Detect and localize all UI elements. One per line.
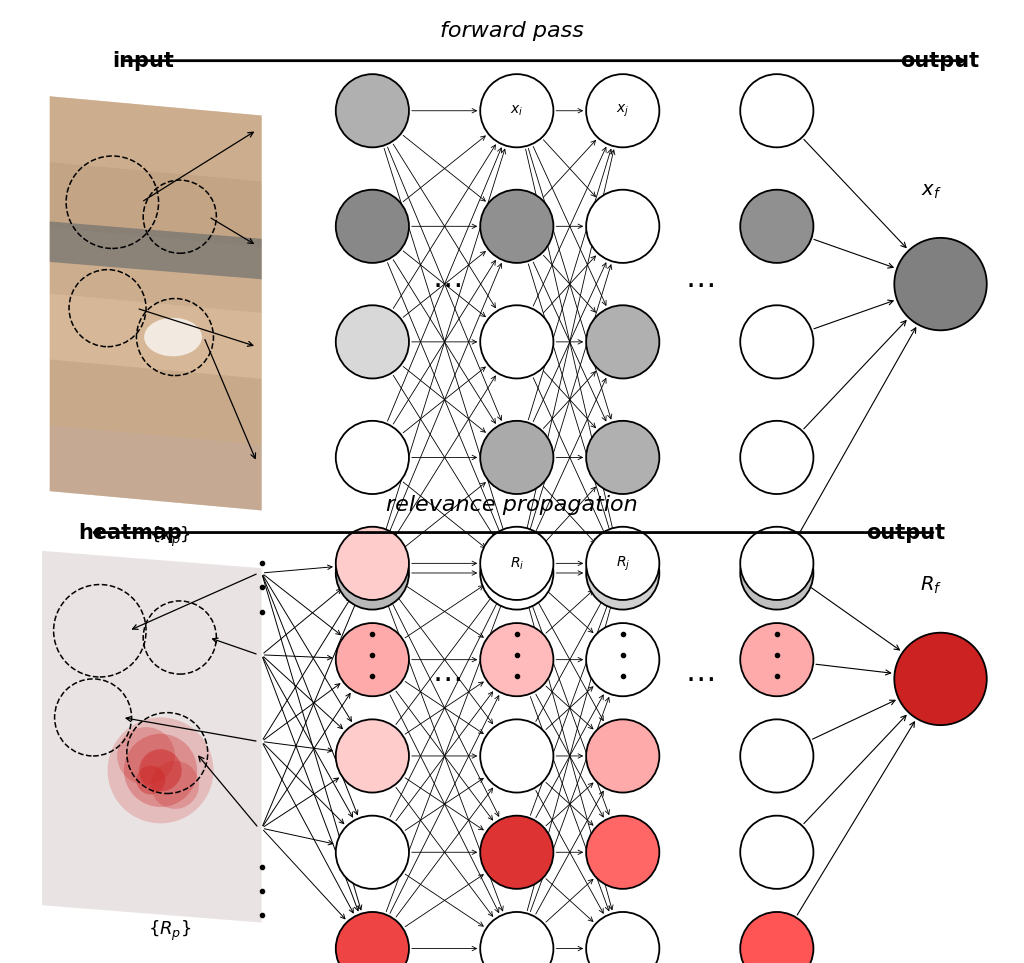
Text: $x_j$: $x_j$ — [616, 103, 630, 118]
Circle shape — [124, 734, 197, 807]
Circle shape — [108, 717, 213, 823]
Text: $\{x_p\}$: $\{x_p\}$ — [150, 525, 191, 550]
Text: $\cdots$: $\cdots$ — [685, 270, 714, 299]
Circle shape — [336, 816, 409, 889]
Circle shape — [586, 912, 659, 963]
Circle shape — [336, 421, 409, 494]
Polygon shape — [42, 551, 261, 923]
Circle shape — [586, 190, 659, 263]
Text: forward pass: forward pass — [440, 21, 584, 40]
Circle shape — [336, 912, 409, 963]
Circle shape — [336, 719, 409, 793]
Circle shape — [480, 305, 553, 378]
Circle shape — [740, 527, 813, 600]
Text: output: output — [866, 523, 945, 542]
Circle shape — [139, 749, 181, 792]
Text: $x_f$: $x_f$ — [921, 182, 941, 201]
Polygon shape — [50, 96, 261, 510]
Circle shape — [740, 623, 813, 696]
Text: $R_i$: $R_i$ — [510, 555, 524, 572]
Circle shape — [586, 536, 659, 610]
Circle shape — [336, 623, 409, 696]
Circle shape — [586, 816, 659, 889]
Text: relevance propagation: relevance propagation — [386, 495, 638, 514]
Circle shape — [740, 305, 813, 378]
Circle shape — [586, 74, 659, 147]
Polygon shape — [50, 162, 261, 247]
Polygon shape — [50, 228, 261, 313]
Circle shape — [336, 305, 409, 378]
Circle shape — [586, 719, 659, 793]
Circle shape — [480, 623, 553, 696]
Polygon shape — [50, 221, 261, 279]
Circle shape — [586, 421, 659, 494]
Circle shape — [117, 727, 175, 785]
Circle shape — [480, 912, 553, 963]
Circle shape — [480, 421, 553, 494]
Circle shape — [480, 190, 553, 263]
Text: $\{R_p\}$: $\{R_p\}$ — [148, 919, 191, 944]
Polygon shape — [50, 359, 261, 445]
Circle shape — [480, 816, 553, 889]
Circle shape — [740, 190, 813, 263]
Circle shape — [480, 527, 553, 600]
Circle shape — [740, 912, 813, 963]
Polygon shape — [50, 294, 261, 378]
Circle shape — [740, 74, 813, 147]
Circle shape — [586, 623, 659, 696]
Circle shape — [480, 74, 553, 147]
Circle shape — [894, 238, 987, 330]
Circle shape — [894, 633, 987, 725]
Text: $\cdots$: $\cdots$ — [432, 270, 461, 299]
Circle shape — [151, 761, 199, 809]
Text: $R_f$: $R_f$ — [920, 575, 942, 596]
Circle shape — [740, 719, 813, 793]
Text: input: input — [113, 51, 174, 70]
Text: $\cdots$: $\cdots$ — [432, 664, 461, 693]
Circle shape — [740, 816, 813, 889]
Circle shape — [336, 74, 409, 147]
Text: $\cdots$: $\cdots$ — [685, 664, 714, 693]
Ellipse shape — [144, 318, 202, 356]
Circle shape — [740, 421, 813, 494]
Polygon shape — [50, 426, 261, 510]
Circle shape — [136, 766, 165, 794]
Circle shape — [480, 719, 553, 793]
Text: output: output — [900, 51, 979, 70]
Circle shape — [336, 190, 409, 263]
Text: $R_j$: $R_j$ — [615, 554, 630, 573]
Circle shape — [586, 527, 659, 600]
Text: heatmap: heatmap — [79, 523, 182, 542]
Text: $x_i$: $x_i$ — [510, 104, 523, 117]
Polygon shape — [50, 96, 261, 181]
Circle shape — [480, 536, 553, 610]
Circle shape — [740, 536, 813, 610]
Circle shape — [336, 527, 409, 600]
Circle shape — [336, 536, 409, 610]
Circle shape — [586, 305, 659, 378]
